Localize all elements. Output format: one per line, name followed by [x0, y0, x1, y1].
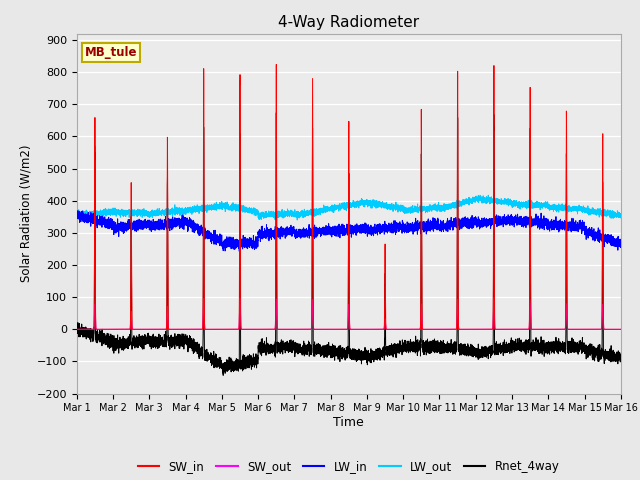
- Title: 4-Way Radiometer: 4-Way Radiometer: [278, 15, 419, 30]
- Y-axis label: Solar Radiation (W/m2): Solar Radiation (W/m2): [19, 145, 33, 282]
- Text: MB_tule: MB_tule: [85, 46, 138, 59]
- Legend: SW_in, SW_out, LW_in, LW_out, Rnet_4way: SW_in, SW_out, LW_in, LW_out, Rnet_4way: [133, 455, 564, 478]
- X-axis label: Time: Time: [333, 416, 364, 429]
